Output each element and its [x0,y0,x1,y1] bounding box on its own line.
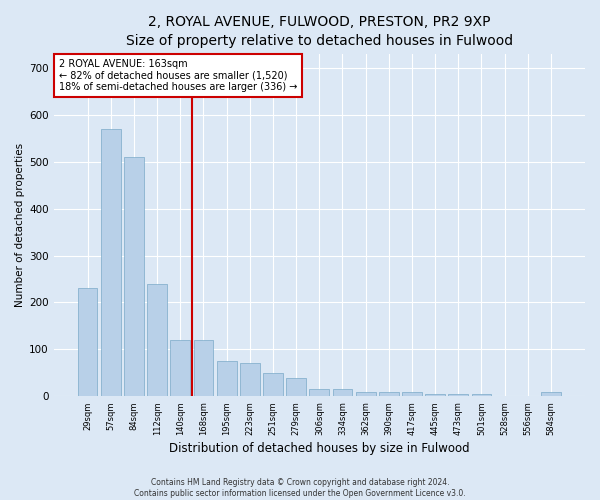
Bar [148,284,167,397]
X-axis label: Distribution of detached houses by size in Fulwood: Distribution of detached houses by size … [169,442,470,455]
Text: Contains HM Land Registry data © Crown copyright and database right 2024.
Contai: Contains HM Land Registry data © Crown c… [134,478,466,498]
Bar [402,392,422,396]
Bar [310,390,329,396]
Y-axis label: Number of detached properties: Number of detached properties [15,143,25,307]
Bar [263,373,283,396]
Bar [332,390,352,396]
Bar [240,364,260,396]
Bar [379,392,398,396]
Bar [101,129,121,396]
Bar [170,340,190,396]
Bar [425,394,445,396]
Bar [541,392,561,396]
Bar [448,394,468,396]
Bar [472,394,491,396]
Bar [217,361,236,396]
Title: 2, ROYAL AVENUE, FULWOOD, PRESTON, PR2 9XP
Size of property relative to detached: 2, ROYAL AVENUE, FULWOOD, PRESTON, PR2 9… [126,15,513,48]
Text: 2 ROYAL AVENUE: 163sqm
← 82% of detached houses are smaller (1,520)
18% of semi-: 2 ROYAL AVENUE: 163sqm ← 82% of detached… [59,59,298,92]
Bar [78,288,97,397]
Bar [356,392,376,396]
Bar [124,157,144,396]
Bar [194,340,214,396]
Bar [286,378,306,396]
